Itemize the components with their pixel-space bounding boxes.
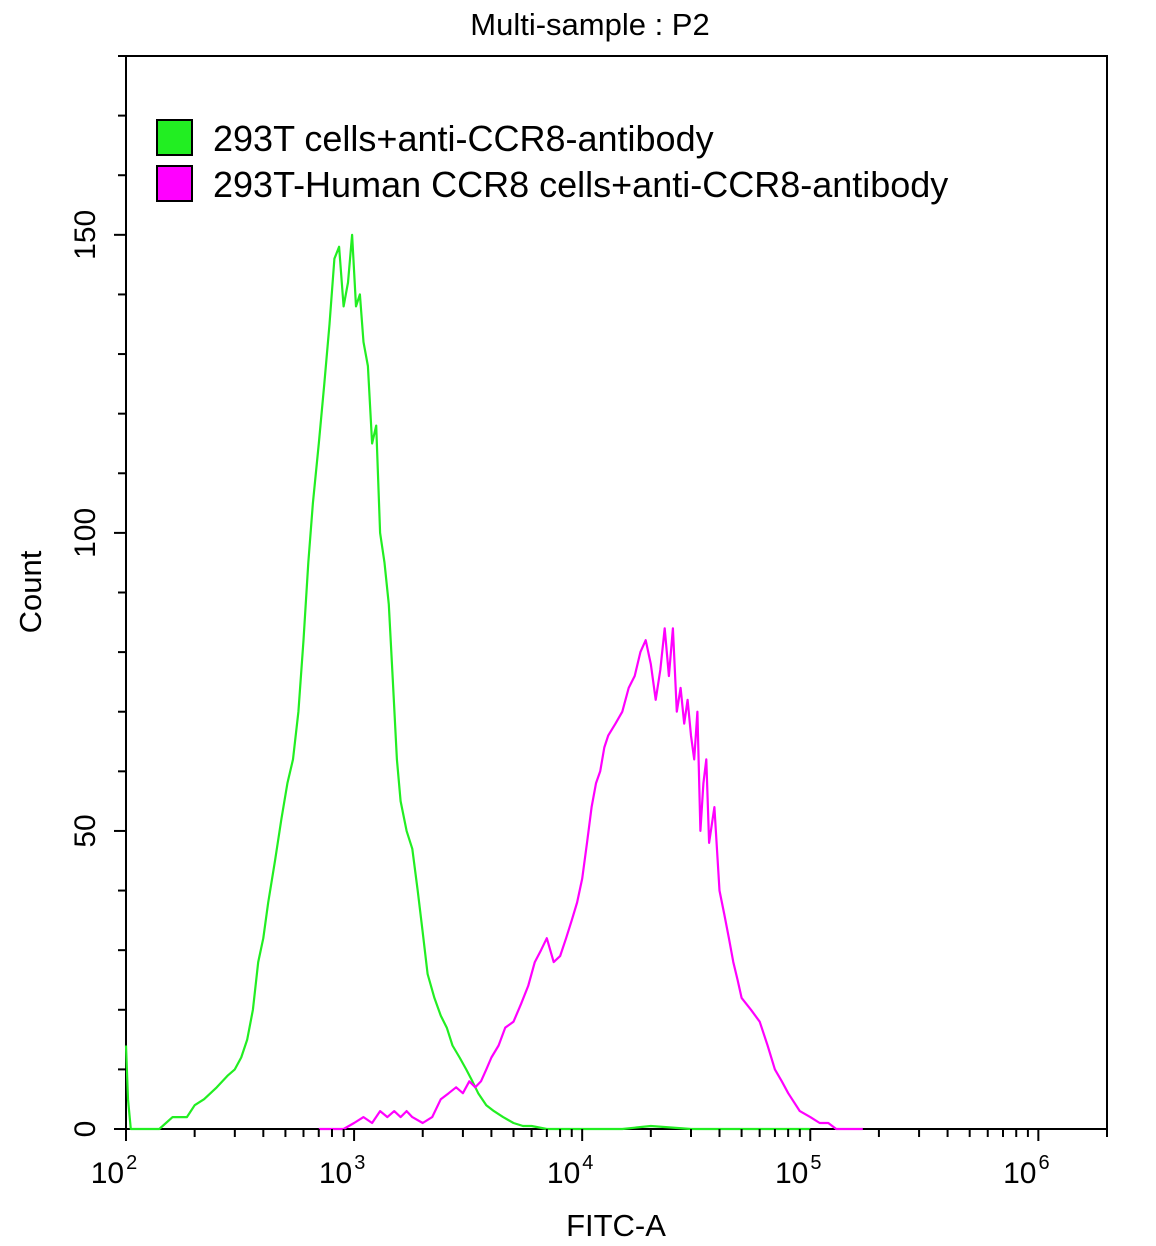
legend-swatch-2: [156, 165, 193, 202]
x-tick-label: 10 3: [319, 1152, 366, 1190]
legend: 293T cells+anti-CCR8-antibody 293T-Human …: [156, 118, 948, 205]
y-axis: 0 50 100 150: [69, 55, 126, 1138]
y-tick-label: 150: [69, 210, 102, 260]
legend-label-2: 293T-Human CCR8 cells+anti-CCR8-antibody: [213, 164, 948, 205]
x-axis-title: FITC-A: [566, 1208, 666, 1243]
x-axis: 10 2 10 3 10 4 10 5 10 6: [91, 1129, 1108, 1190]
x-tick-exponent: 3: [354, 1152, 365, 1174]
y-tick-label: 100: [69, 508, 102, 558]
y-tick-label: 50: [69, 814, 102, 847]
x-tick-exponent: 5: [810, 1152, 821, 1174]
x-tick-label: 10 2: [91, 1152, 138, 1190]
x-tick-label: 10 5: [775, 1152, 822, 1190]
series-line-1: [124, 233, 811, 1131]
x-tick-exponent: 6: [1038, 1152, 1049, 1174]
x-tick-exponent: 4: [582, 1152, 593, 1174]
x-tick-label: 10 4: [547, 1152, 594, 1190]
chart-title: Multi-sample : P2: [470, 7, 709, 42]
x-tick-label: 10 6: [1003, 1152, 1050, 1190]
series-line-2: [318, 627, 863, 1131]
legend-swatch-1: [156, 119, 193, 156]
y-axis-title: Count: [13, 550, 48, 633]
y-tick-label: 0: [69, 1121, 102, 1138]
x-tick-exponent: 2: [126, 1152, 137, 1174]
plot-area: [125, 55, 1108, 1130]
legend-label-1: 293T cells+anti-CCR8-antibody: [213, 118, 714, 159]
series-layer: [124, 233, 863, 1131]
